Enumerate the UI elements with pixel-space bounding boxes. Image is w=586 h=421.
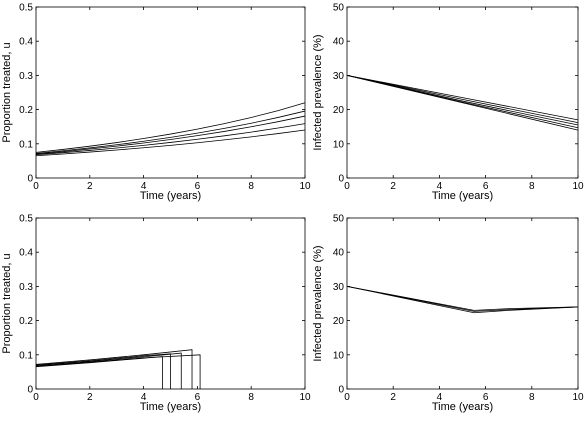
y-tick-label: 10 bbox=[333, 139, 345, 150]
series-line bbox=[346, 75, 579, 131]
y-tick-label: 0.3 bbox=[19, 71, 33, 82]
x-tick-label: 0 bbox=[33, 181, 39, 192]
y-axis-label: Infected prevalence (%) bbox=[312, 34, 324, 150]
series-line bbox=[346, 286, 579, 314]
series-line bbox=[35, 123, 306, 156]
x-tick-label: 6 bbox=[483, 181, 489, 192]
x-tick-label: 4 bbox=[141, 392, 147, 403]
y-axis-label: Proportion treated, u bbox=[1, 253, 13, 353]
x-tick-label: 0 bbox=[344, 181, 350, 192]
x-tick-label: 10 bbox=[572, 181, 584, 192]
y-tick-label: 0.2 bbox=[19, 105, 33, 116]
x-axis-label: Time (years) bbox=[432, 401, 493, 413]
y-tick-label: 0.4 bbox=[19, 37, 33, 48]
x-tick-label: 2 bbox=[87, 392, 93, 403]
y-tick-label: 30 bbox=[333, 71, 345, 82]
series-line bbox=[346, 75, 579, 121]
x-tick-label: 0 bbox=[33, 392, 39, 403]
x-tick-label: 6 bbox=[483, 392, 489, 403]
y-tick-label: 50 bbox=[333, 214, 345, 225]
x-tick-label: 4 bbox=[141, 181, 147, 192]
x-tick-label: 0 bbox=[344, 392, 350, 403]
series-line bbox=[346, 286, 579, 311]
y-tick-label: 0 bbox=[338, 174, 344, 185]
series-line bbox=[346, 75, 579, 123]
series-line bbox=[35, 115, 306, 155]
y-tick-label: 30 bbox=[333, 282, 345, 293]
y-tick-label: 0.1 bbox=[19, 139, 33, 150]
x-tick-label: 8 bbox=[248, 392, 254, 403]
x-axis-label: Time (years) bbox=[432, 190, 493, 202]
x-tick-label: 10 bbox=[572, 392, 584, 403]
y-tick-label: 10 bbox=[333, 350, 345, 361]
x-axis-label: Time (years) bbox=[140, 401, 201, 413]
y-axis-label: Proportion treated, u bbox=[1, 42, 13, 142]
y-tick-label: 0.2 bbox=[19, 316, 33, 327]
y-tick-label: 20 bbox=[333, 105, 345, 116]
y-tick-label: 20 bbox=[333, 316, 345, 327]
y-tick-label: 0 bbox=[338, 385, 344, 396]
axes-box bbox=[35, 6, 306, 179]
series-line bbox=[35, 102, 306, 153]
series-line bbox=[35, 352, 182, 389]
x-tick-label: 4 bbox=[437, 392, 443, 403]
x-tick-label: 4 bbox=[437, 181, 443, 192]
x-tick-label: 2 bbox=[390, 181, 396, 192]
x-tick-label: 8 bbox=[529, 392, 535, 403]
y-tick-label: 0.5 bbox=[19, 214, 33, 225]
x-tick-label: 10 bbox=[299, 392, 311, 403]
x-tick-label: 10 bbox=[299, 181, 311, 192]
y-tick-label: 40 bbox=[333, 248, 345, 259]
x-tick-label: 8 bbox=[529, 181, 535, 192]
series-line bbox=[35, 349, 193, 389]
y-tick-label: 0.4 bbox=[19, 248, 33, 259]
x-tick-label: 6 bbox=[195, 392, 201, 403]
series-line bbox=[35, 353, 171, 389]
x-axis-label: Time (years) bbox=[140, 190, 201, 202]
series-line bbox=[35, 129, 306, 157]
y-tick-label: 0 bbox=[27, 174, 33, 185]
axes-box bbox=[346, 6, 579, 179]
y-axis-label: Infected prevalence (%) bbox=[312, 245, 324, 361]
x-tick-label: 8 bbox=[248, 181, 254, 192]
x-tick-label: 6 bbox=[195, 181, 201, 192]
y-tick-label: 40 bbox=[333, 37, 345, 48]
series-line bbox=[35, 110, 306, 154]
y-tick-label: 0.3 bbox=[19, 282, 33, 293]
y-tick-label: 0.5 bbox=[19, 3, 33, 14]
axes-box bbox=[346, 217, 579, 390]
y-tick-label: 0.1 bbox=[19, 350, 33, 361]
x-tick-label: 2 bbox=[390, 392, 396, 403]
x-tick-label: 2 bbox=[87, 181, 93, 192]
y-tick-label: 50 bbox=[333, 3, 345, 14]
y-tick-label: 0 bbox=[27, 385, 33, 396]
series-line bbox=[35, 354, 201, 389]
